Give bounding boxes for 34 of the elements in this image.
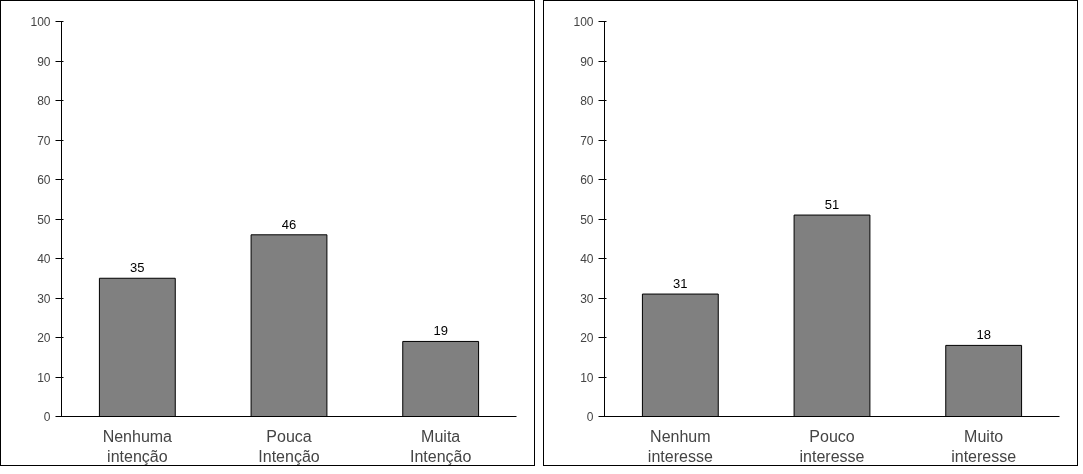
y-tick-label: 70: [580, 133, 594, 148]
y-tick-label: 30: [37, 291, 51, 306]
data-label: 18: [976, 327, 991, 343]
y-tick-label: 70: [37, 133, 51, 148]
data-label: 19: [433, 323, 448, 339]
y-tick-label: 90: [37, 54, 51, 69]
x-tick-label: Pouco interesse: [799, 427, 865, 465]
y-tick-label: 60: [580, 173, 594, 187]
y-tick-label: 0: [43, 410, 51, 424]
y-tick-label: 60: [37, 173, 51, 187]
x-tick-label: Nenhum interesse: [647, 427, 713, 465]
y-tick-label: 10: [580, 370, 594, 385]
data-label: 51: [824, 197, 840, 213]
y-tick-label: 100: [573, 15, 594, 29]
y-tick-label: 10: [37, 370, 51, 385]
x-tick-label: Pouca Intenção: [258, 427, 320, 465]
y-tick-label: 50: [37, 212, 51, 227]
data-label: 46: [281, 216, 297, 232]
y-tick-label: 0: [586, 410, 594, 424]
x-tick-label: Nenhuma intenção: [102, 427, 173, 465]
y-tick-label: 30: [580, 291, 594, 306]
y-tick-label: 80: [37, 94, 51, 108]
data-label: 35: [130, 260, 145, 276]
x-tick-label: Muita Intenção: [409, 427, 472, 465]
y-tick-label: 80: [580, 94, 594, 108]
y-tick-label: 90: [580, 54, 594, 69]
y-tick-label: 20: [37, 331, 51, 345]
y-tick-label: 40: [37, 252, 51, 266]
y-tick-label: 40: [580, 252, 594, 266]
y-tick-label: 50: [580, 212, 594, 227]
data-label: 31: [673, 276, 688, 292]
y-tick-label: 20: [580, 331, 594, 345]
x-tick-label: Muito interesse: [951, 427, 1017, 465]
y-tick-label: 100: [30, 15, 51, 29]
